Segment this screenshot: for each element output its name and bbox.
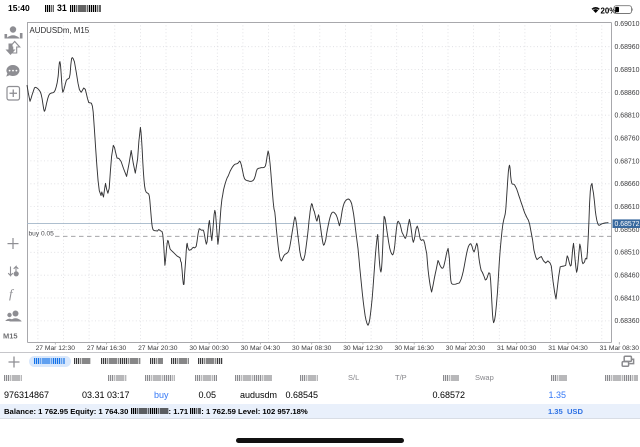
svg-text:30 Mar 20:30: 30 Mar 20:30 [446,345,486,352]
svg-text:0.68860: 0.68860 [615,90,640,97]
svg-text:20%: 20% [601,6,617,15]
svg-text:M15: M15 [3,332,18,341]
svg-text:f: f [9,286,15,301]
svg-text:27 Mar 12:30: 27 Mar 12:30 [36,345,76,352]
svg-text:31 Mar 04:30: 31 Mar 04:30 [548,345,588,352]
svg-text:0.68910: 0.68910 [615,67,640,74]
svg-text:0.68810: 0.68810 [615,113,640,120]
svg-text:30 Mar 00:30: 30 Mar 00:30 [189,345,229,352]
svg-text:27 Mar 16:30: 27 Mar 16:30 [87,345,127,352]
svg-text:0.68410: 0.68410 [615,295,640,302]
svg-text:AUDUSDm, M15: AUDUSDm, M15 [30,26,90,35]
svg-text:0.68460: 0.68460 [615,273,640,280]
svg-text:0.68760: 0.68760 [615,136,640,143]
svg-text:31 Mar 00:30: 31 Mar 00:30 [497,345,537,352]
svg-text:30 Mar 12:30: 30 Mar 12:30 [343,345,383,352]
svg-text:0.68360: 0.68360 [615,318,640,325]
svg-text:30 Mar 04:30: 30 Mar 04:30 [241,345,281,352]
svg-text:0.68572: 0.68572 [615,221,640,228]
svg-text:buy 0.05: buy 0.05 [29,230,55,237]
svg-text:0.68510: 0.68510 [615,250,640,257]
svg-text:27 Mar 20:30: 27 Mar 20:30 [138,345,178,352]
svg-text:31 Mar 08:30: 31 Mar 08:30 [600,345,640,352]
svg-text:0.68960: 0.68960 [615,44,640,51]
svg-text:30 Mar 16:30: 30 Mar 16:30 [394,345,434,352]
svg-text:0.68710: 0.68710 [615,158,640,165]
svg-text:0.68610: 0.68610 [615,204,640,211]
svg-text:30 Mar 08:30: 30 Mar 08:30 [292,345,332,352]
svg-text:0.68560: 0.68560 [615,227,640,234]
svg-text:0.69010: 0.69010 [615,21,640,28]
svg-text:0.68660: 0.68660 [615,181,640,188]
